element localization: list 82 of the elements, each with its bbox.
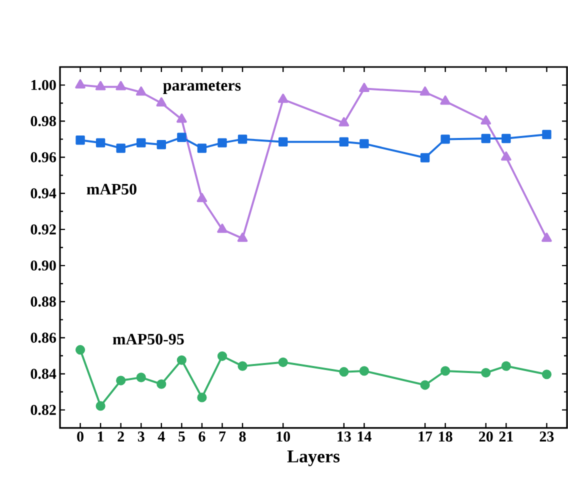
x-tick-label: 6 [198,432,206,442]
x-tick-label: 3 [138,432,144,442]
point [217,351,228,361]
point [136,86,146,96]
x-tick-label: 20 [479,432,493,442]
series-label: parameters [163,82,241,94]
x-tick-label: 8 [239,432,246,442]
point [197,392,207,402]
x-tick-label: 18 [439,432,452,442]
point [542,130,552,140]
y-tick-label: 0.86 [30,332,56,343]
point [75,79,86,88]
point [156,379,166,389]
point [278,137,288,146]
point [177,132,186,142]
point [420,153,430,162]
point [501,151,512,161]
point [176,355,186,365]
point [359,366,369,376]
series-label: mAP50-95 [112,334,184,345]
y-tick-label: 0.98 [30,116,56,126]
point [360,139,369,148]
y-tick-label: 0.84 [30,368,56,379]
point [196,192,208,202]
y-tick-label: 0.90 [30,260,56,271]
x-tick-label: 2 [118,432,124,442]
point [501,361,511,371]
point [238,361,248,371]
point [136,372,146,382]
point [197,144,207,153]
point [339,137,349,146]
point [359,82,370,92]
y-tick-label: 1.00 [31,80,56,90]
x-tick-label: 1 [98,432,104,442]
x-tick-label: 5 [178,432,185,442]
point [440,134,450,144]
y-tick-label: 0.88 [30,296,56,307]
y-tick-label: 0.92 [30,224,56,235]
point [156,97,167,106]
point [338,117,350,126]
y-tick-label: 0.96 [30,152,56,162]
point [278,357,288,368]
point [75,345,86,355]
point [502,134,511,144]
text: mAP50 [86,184,136,195]
point [278,94,288,103]
y-tick-label: 0.94 [30,188,56,198]
x-tick-label: 14 [358,432,372,442]
x-axis-title: Layers [287,450,340,466]
point [96,138,106,148]
point [420,86,430,96]
x-tick-label: 10 [276,432,290,442]
y-tick-label: 0.82 [30,404,56,416]
x-tick-label: 4 [158,432,165,442]
point [116,376,126,386]
point [542,370,552,380]
x-tick-label: 0 [77,432,84,442]
point [237,232,248,242]
point [116,144,126,153]
x-tick-label: 23 [540,432,554,442]
point [217,224,228,233]
point [339,367,349,377]
point [176,114,187,123]
x-tick-label: 17 [418,432,432,442]
point [136,138,146,148]
point [440,95,450,105]
x-tick-label: 7 [219,432,226,442]
point [440,366,450,376]
x-tick-label: 21 [499,432,513,442]
point [76,135,85,145]
point [481,134,490,144]
point [156,140,166,150]
point [116,81,126,90]
point [96,401,106,411]
point [480,115,492,125]
point [542,232,552,242]
point [95,81,106,90]
x-tick-label: 13 [338,432,351,442]
point [420,380,430,390]
point [218,138,227,148]
point [238,134,248,144]
point [481,368,491,378]
